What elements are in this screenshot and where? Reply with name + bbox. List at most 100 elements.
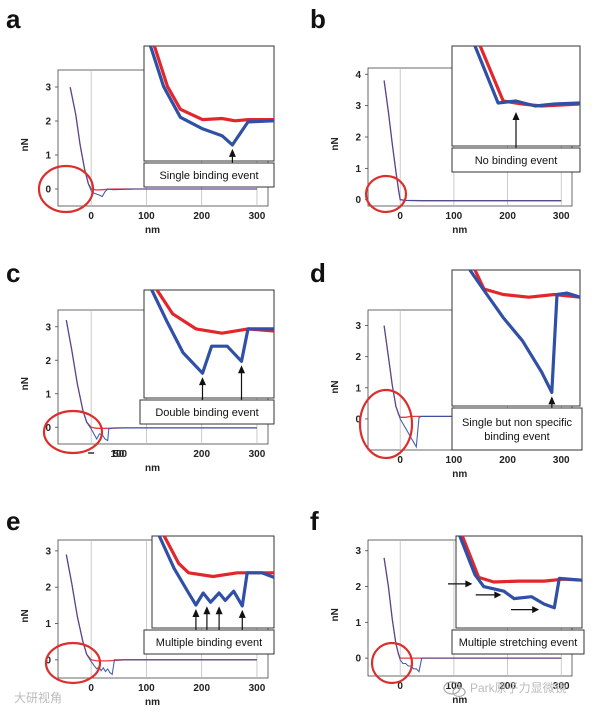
y-tick-label: 1 — [355, 164, 361, 175]
x-tick-label: 100 — [446, 211, 463, 222]
y-tick-label: 0 — [45, 423, 51, 434]
y-tick-label: 1 — [45, 151, 51, 162]
stretch-arrowhead — [465, 580, 473, 588]
event-arrowhead — [238, 365, 245, 374]
caption-box — [143, 629, 275, 655]
event-arrowhead — [228, 148, 236, 157]
x-axis-label: nm — [145, 225, 160, 236]
y-tick-label: 0 — [45, 655, 51, 666]
highlight-circle — [364, 174, 408, 214]
y-tick-label: 2 — [45, 583, 51, 594]
panel-letter: d — [310, 258, 326, 288]
panel-e: e 0 100 200 300 nm 0 1 2 3 nN Multiple binding even… — [6, 506, 275, 708]
event-arrowhead — [548, 396, 556, 405]
inset-caption: Multiple binding event — [156, 637, 262, 649]
x-axis-label: nm — [452, 695, 467, 706]
x-tick-label: 100 — [138, 683, 155, 694]
highlight-circle — [370, 641, 414, 685]
y-tick-label: 2 — [355, 582, 361, 593]
panel-letter: b — [310, 4, 326, 34]
inset-box — [455, 535, 583, 629]
x-tick-label: 300 — [249, 449, 266, 460]
caption-box — [139, 399, 275, 425]
x-tick-label: 100 — [446, 681, 463, 692]
x-tick-label: 0 — [88, 683, 94, 694]
y-tick-label: 1 — [45, 619, 51, 630]
inset-retract-curve — [150, 289, 274, 375]
x-tick-label: 200 — [499, 681, 516, 692]
event-arrowhead — [215, 606, 223, 615]
x-tick-label: 300 — [553, 455, 570, 466]
chat-bubble-outline-2 — [452, 686, 466, 698]
y-tick-label: 3 — [355, 321, 361, 332]
y-tick-label: 3 — [45, 546, 51, 557]
y-axis-label: nN — [20, 138, 31, 151]
inset-retract-curve — [148, 45, 275, 147]
inset-caption: Double binding event — [155, 407, 258, 419]
event-arrowhead — [199, 377, 206, 386]
inset-box — [451, 269, 581, 407]
y-tick-label: 1 — [45, 389, 51, 400]
panel-f: f 0 100 200 300 nm 0 1 2 3 nN Multiple stretching e… — [310, 506, 585, 706]
y-tick-label: 2 — [355, 133, 361, 144]
y-tick-label: 0 — [355, 195, 361, 206]
y-tick-label: 1 — [355, 618, 361, 629]
x-tick-label: 200 — [499, 455, 516, 466]
inset-retract-curve — [458, 535, 583, 610]
y-tick-label: 2 — [45, 356, 51, 367]
series-retract — [65, 554, 257, 676]
x-tick-label: 0 — [397, 681, 403, 692]
x-axis-label: nm — [452, 469, 467, 480]
caption-box — [451, 147, 581, 173]
inset-caption: Single binding event — [159, 170, 258, 182]
y-axis-label: nN — [330, 137, 341, 150]
x-tick-label: 0 — [88, 211, 94, 222]
x-axis-label: nm — [145, 697, 160, 708]
y-tick-label: 1 — [355, 383, 361, 394]
event-arrowhead — [512, 112, 520, 120]
x-tick-label: 50 — [113, 449, 125, 460]
x-tick-label: 100 — [446, 455, 463, 466]
inset-retract-curve — [473, 45, 581, 108]
y-tick-label: 3 — [45, 322, 51, 333]
y-tick-label: 4 — [355, 70, 361, 81]
event-arrowhead — [238, 609, 246, 618]
highlight-circle — [42, 409, 104, 455]
series-retract — [69, 87, 257, 198]
panel-letter: f — [310, 506, 319, 536]
inset-retract-curve — [468, 269, 581, 394]
panel-b: b 0 100 200 300 nm 0 1 2 3 4 nN No binding event — [310, 4, 581, 236]
y-tick-label: 2 — [355, 352, 361, 363]
chat-bubble-icon — [443, 681, 466, 698]
caption-box — [451, 407, 583, 451]
inset-caption: Multiple stretching event — [459, 637, 578, 649]
inset-caption: binding event — [484, 431, 549, 443]
y-tick-label: 2 — [45, 117, 51, 128]
event-arrowhead — [203, 606, 211, 615]
x-tick-label: 200 — [193, 449, 210, 460]
highlight-circle — [358, 388, 414, 460]
x-tick-label: 200 — [193, 211, 210, 222]
watermark-right: Park原子力显微镜 — [470, 680, 567, 695]
x-tick-label: 300 — [553, 211, 570, 222]
panel-a: a 0 100 200 300 nm 0 1 2 3 nN Single binding event — [6, 4, 275, 236]
stretch-arrowhead — [494, 591, 502, 599]
caption-box — [451, 629, 585, 655]
x-tick-label: 100 — [110, 449, 127, 460]
x-tick-label: 300 — [249, 211, 266, 222]
watermark-left: 大研视角 — [14, 690, 62, 705]
inset-box — [143, 289, 275, 399]
inset-caption: No binding event — [475, 155, 558, 167]
y-axis-label: nN — [20, 609, 31, 622]
highlight-circle — [44, 641, 102, 685]
inset-retract-curve — [157, 535, 275, 608]
panel-letter: e — [6, 506, 20, 536]
caption-box — [143, 162, 275, 188]
stretch-arrowhead — [532, 606, 540, 614]
x-axis-label: nm — [145, 463, 160, 474]
y-axis-label: nN — [330, 380, 341, 393]
y-axis-label: nN — [330, 608, 341, 621]
inset-caption: Single but non specific — [462, 417, 573, 429]
